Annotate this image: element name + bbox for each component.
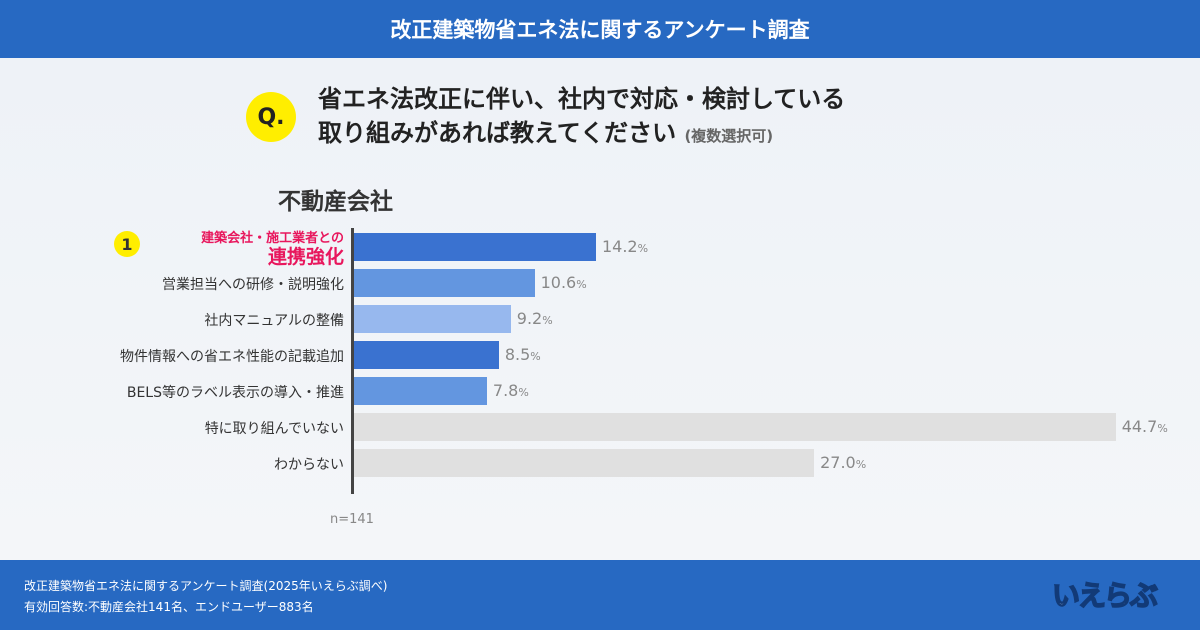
bar bbox=[354, 305, 511, 333]
chart-axis bbox=[351, 228, 354, 494]
category-label: わからない bbox=[274, 457, 344, 473]
data-value: 9.2 bbox=[516, 309, 543, 328]
data-unit: % bbox=[542, 314, 553, 327]
data-value: 27.0 bbox=[820, 453, 856, 472]
footer-respondents: 有効回答数:不動産会社141名、エンドユーザー883名 bbox=[24, 600, 314, 614]
bar bbox=[354, 341, 499, 369]
data-label: 7.8% bbox=[493, 381, 529, 400]
data-value: 14.2 bbox=[601, 237, 638, 256]
data-unit: % bbox=[855, 458, 867, 471]
data-unit: % bbox=[1157, 422, 1168, 435]
data-label: 27.0% bbox=[820, 453, 866, 472]
bar bbox=[354, 449, 815, 477]
bar bbox=[354, 233, 596, 261]
data-value: 10.6 bbox=[540, 273, 577, 292]
sample-size: n=141 bbox=[330, 512, 374, 527]
category-label: 営業担当への研修・説明強化 bbox=[162, 277, 344, 293]
category-label: 特に取り組んでいない bbox=[204, 421, 344, 437]
data-label: 14.2% bbox=[602, 237, 648, 256]
bar bbox=[354, 413, 1116, 441]
highlight-line1: 建築会社・施工業者との bbox=[201, 231, 344, 246]
bar bbox=[354, 269, 535, 297]
data-label: 44.7% bbox=[1122, 417, 1168, 436]
category-label: 建築会社・施工業者との 連携強化 bbox=[201, 227, 344, 268]
bar bbox=[354, 377, 487, 405]
data-value: 44.7 bbox=[1121, 417, 1158, 436]
data-label: 9.2% bbox=[517, 309, 553, 328]
question-line2: 取り組みがあれば教えてください bbox=[318, 119, 677, 147]
footer: 改正建築物省エネ法に関するアンケート調査(2025年いえらぶ調べ) 有効回答数:… bbox=[0, 560, 1200, 630]
category-label: 社内マニュアルの整備 bbox=[204, 313, 344, 329]
question-text: 省エネ法改正に伴い、社内で対応・検討している 取り組みがあれば教えてください (… bbox=[318, 82, 845, 153]
data-unit: % bbox=[576, 278, 587, 291]
question-note: (複数選択可) bbox=[684, 127, 774, 145]
header: 改正建築物省エネ法に関するアンケート調査 bbox=[0, 0, 1200, 58]
data-value: 8.5 bbox=[504, 345, 531, 364]
brand-logo: いえらぶ bbox=[1051, 578, 1159, 613]
data-unit: % bbox=[530, 350, 541, 363]
data-label: 8.5% bbox=[505, 345, 541, 364]
chart-title: 不動産会社 bbox=[278, 189, 393, 215]
question-line1: 省エネ法改正に伴い、社内で対応・検討している bbox=[318, 85, 846, 113]
header-title: 改正建築物省エネ法に関するアンケート調査 bbox=[390, 18, 810, 42]
category-label: BELS等のラベル表示の導入・推進 bbox=[126, 385, 344, 401]
data-value: 7.8 bbox=[492, 381, 519, 400]
question-badge: Q. bbox=[246, 92, 296, 142]
category-label: 物件情報への省エネ性能の記載追加 bbox=[120, 349, 344, 365]
data-unit: % bbox=[518, 386, 529, 399]
data-label: 10.6% bbox=[541, 273, 587, 292]
data-unit: % bbox=[637, 242, 649, 255]
footer-source: 改正建築物省エネ法に関するアンケート調査(2025年いえらぶ調べ) bbox=[24, 579, 388, 593]
rank-badge: 1 bbox=[114, 231, 140, 257]
highlight-line2: 連携強化 bbox=[267, 246, 344, 268]
